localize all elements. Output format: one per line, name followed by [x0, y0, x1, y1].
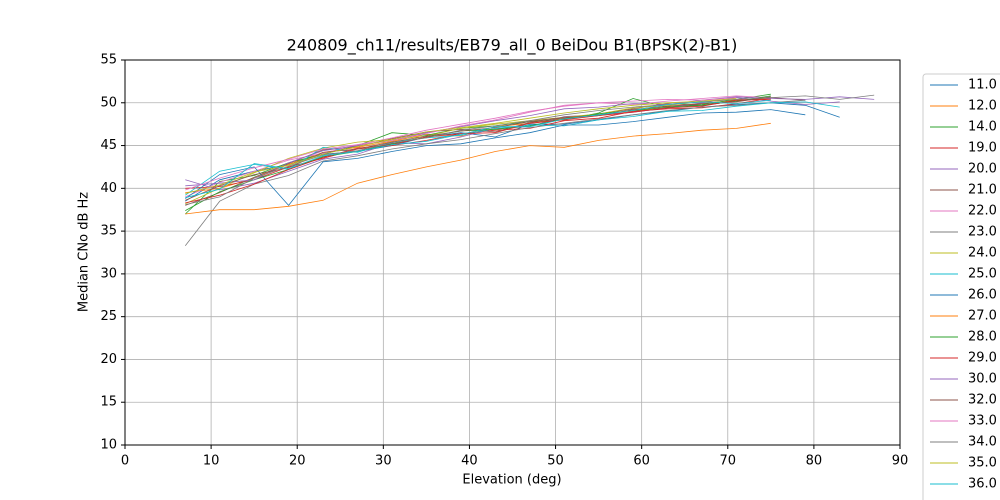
legend-label: 27.0	[968, 309, 997, 324]
data-line	[185, 95, 771, 198]
y-tick-label: 10	[100, 438, 117, 453]
chart-title: 240809_ch11/results/EB79_all_0 BeiDou B1…	[287, 36, 738, 56]
legend-label: 22.0	[968, 204, 997, 219]
data-line	[185, 95, 771, 211]
x-tick-label: 10	[203, 454, 220, 469]
plot-frame	[124, 59, 901, 446]
legend-label: 36.0	[968, 477, 997, 492]
data-line	[185, 99, 771, 204]
y-tick-label: 55	[100, 53, 117, 68]
data-line	[185, 102, 840, 202]
y-tick-label: 50	[100, 95, 117, 110]
legend-label: 34.0	[968, 435, 997, 450]
legend-label: 11.0	[968, 78, 997, 93]
data-line	[185, 109, 806, 207]
y-tick-label: 45	[100, 138, 117, 153]
y-tick-label: 25	[100, 309, 117, 324]
legend-label: 29.0	[968, 351, 997, 366]
y-tick-label: 30	[100, 266, 117, 281]
x-tick-label: 40	[461, 454, 478, 469]
legend-label: 26.0	[968, 288, 997, 303]
y-tick-label: 20	[100, 352, 117, 367]
y-axis-label: Median CNo dB Hz	[77, 192, 92, 312]
data-line	[185, 97, 737, 191]
data-line	[185, 99, 771, 199]
x-tick-label: 90	[892, 454, 909, 469]
legend-label: 14.0	[968, 120, 997, 135]
legend-label: 20.0	[968, 162, 997, 177]
data-line	[185, 94, 875, 205]
x-tick-label: 50	[547, 454, 564, 469]
legend-label: 35.0	[968, 456, 997, 471]
x-tick-label: 20	[289, 454, 306, 469]
data-line	[185, 98, 771, 189]
data-line	[185, 98, 737, 194]
y-tick-label: 15	[100, 395, 117, 410]
legend-label: 12.0	[968, 99, 997, 114]
data-line	[184, 99, 806, 246]
legend-box	[922, 73, 1000, 500]
legend-label: 33.0	[968, 414, 997, 429]
legend-label: 28.0	[968, 330, 997, 345]
data-line	[185, 96, 875, 187]
x-tick-label: 80	[806, 454, 823, 469]
legend-label: 32.0	[968, 393, 997, 408]
legend-label: 24.0	[968, 246, 997, 261]
x-tick-label: 70	[720, 454, 737, 469]
x-axis-label: Elevation (deg)	[462, 473, 561, 488]
y-tick-label: 35	[100, 224, 117, 239]
legend-label: 30.0	[968, 372, 997, 387]
legend-label: 23.0	[968, 225, 997, 240]
data-line	[185, 99, 737, 205]
x-tick-label: 30	[375, 454, 392, 469]
x-tick-label: 0	[121, 454, 129, 469]
data-line	[185, 122, 771, 215]
legend-label: 19.0	[968, 141, 997, 156]
data-line	[185, 93, 771, 215]
x-tick-label: 60	[633, 454, 650, 469]
legend-label: 21.0	[968, 183, 997, 198]
legend-label: 25.0	[968, 267, 997, 282]
legend	[922, 73, 1000, 500]
data-line	[185, 96, 771, 201]
y-tick-label: 40	[100, 181, 117, 196]
